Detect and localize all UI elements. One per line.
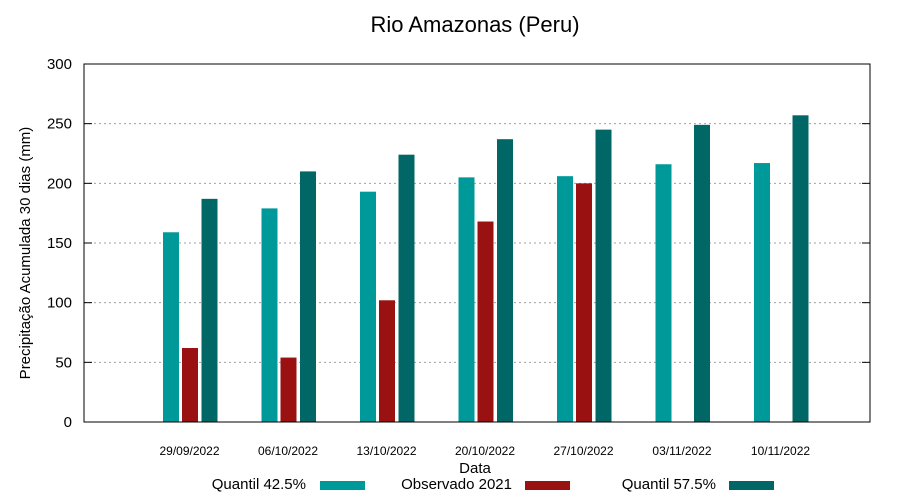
x-tick-label: 10/11/2022: [751, 444, 810, 458]
bar-observado-2021-1: [280, 357, 297, 422]
x-tick-label: 03/11/2022: [652, 444, 711, 458]
bar-quantil-57-5--1: [300, 171, 316, 422]
bar-quantil-42-5--2: [360, 191, 376, 422]
bars: [163, 115, 809, 423]
x-axis-label: Data: [459, 460, 491, 477]
bar-quantil-57-5--5: [694, 124, 710, 423]
legend-label: Observado 2021: [401, 476, 512, 493]
bar-quantil-42-5--6: [754, 163, 770, 422]
y-axis-ticks: 0 50 100 150 200 250 300: [47, 56, 870, 431]
legend-label: Quantil 57.5%: [622, 476, 716, 493]
y-tick-label: 200: [47, 175, 72, 192]
x-tick-label: 06/10/2022: [258, 444, 318, 458]
bar-quantil-57-5--6: [792, 115, 809, 423]
x-tick-label: 29/09/2022: [159, 444, 219, 458]
bar-quantil-57-5--4: [595, 129, 612, 422]
bar-observado-2021-3: [477, 221, 494, 422]
bar-quantil-42-5--3: [458, 177, 475, 422]
bar-quantil-42-5--4: [557, 176, 573, 422]
bar-quantil-42-5--5: [655, 164, 672, 423]
x-axis-ticks: 29/09/2022 06/10/2022 13/10/2022 20/10/2022…: [159, 444, 810, 458]
legend-swatch: [729, 481, 774, 490]
bar-observado-2021-0: [182, 348, 198, 422]
legend-label: Quantil 42.5%: [212, 476, 306, 493]
y-tick-label: 300: [47, 56, 72, 73]
y-tick-label: 250: [47, 116, 72, 133]
bar-quantil-57-5--0: [201, 198, 218, 422]
y-tick-label: 150: [47, 235, 72, 252]
bar-quantil-42-5--1: [261, 208, 278, 422]
x-tick-label: 27/10/2022: [553, 444, 613, 458]
x-tick-label: 13/10/2022: [356, 444, 416, 458]
legend: Quantil 42.5% Observado 2021 Quantil 57.5%: [212, 476, 774, 493]
y-tick-label: 50: [55, 354, 72, 371]
bar-quantil-57-5--3: [497, 139, 513, 422]
x-tick-label: 20/10/2022: [455, 444, 515, 458]
y-tick-label: 0: [64, 414, 72, 431]
legend-swatch: [525, 481, 570, 490]
bar-quantil-57-5--2: [398, 154, 415, 422]
chart-title: Rio Amazonas (Peru): [370, 12, 579, 37]
y-tick-label: 100: [47, 295, 72, 312]
bar-observado-2021-4: [576, 183, 592, 422]
legend-swatch: [320, 481, 365, 490]
y-axis-label: Precipitação Acumulada 30 dias (mm): [17, 127, 34, 380]
bar-observado-2021-2: [379, 300, 395, 422]
bar-quantil-42-5--0: [163, 232, 179, 422]
